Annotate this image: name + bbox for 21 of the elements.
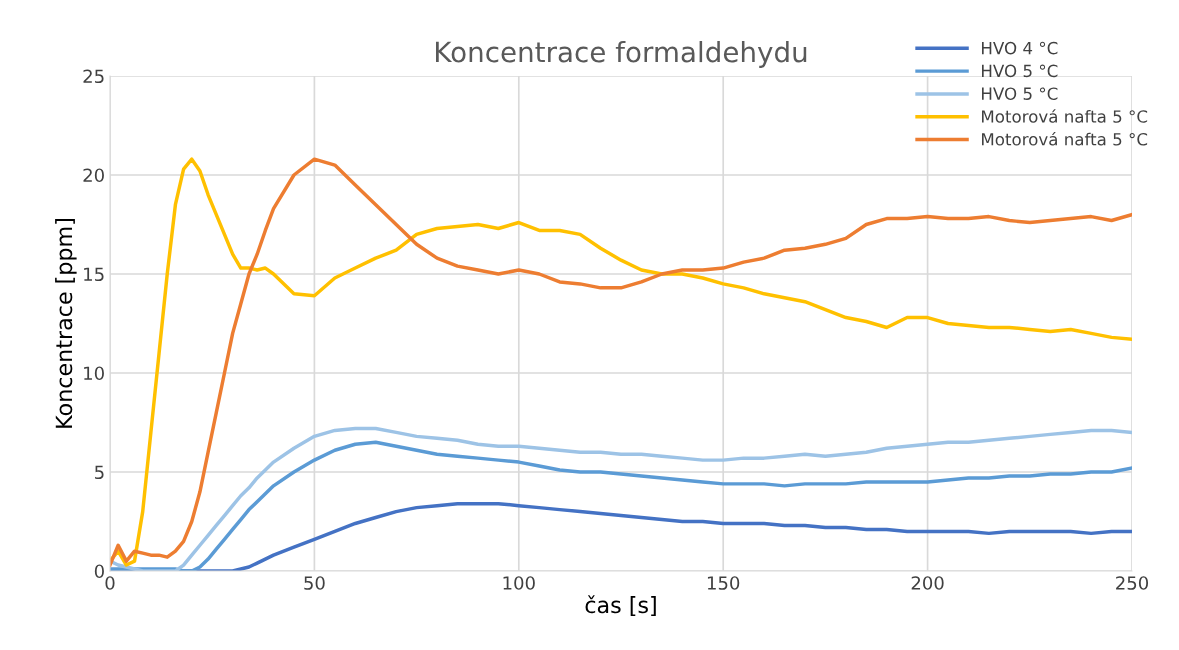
- line-series: [110, 157, 1132, 567]
- x-tick-label: 250: [1116, 576, 1149, 590]
- legend-label: HVO 5 °C: [982, 64, 1058, 78]
- legend-label: HVO 5 °C: [982, 87, 1058, 100]
- x-tick-label: 100: [503, 576, 535, 590]
- chart-title: Koncentrace formaldehydu: [436, 41, 807, 68]
- y-tick-label: 25: [83, 69, 104, 84]
- legend-label: Motorová nafta 5 °C: [982, 109, 1148, 123]
- x-tick-label: 0: [105, 576, 115, 590]
- x-tick-label: 200: [911, 576, 944, 590]
- y-tick-label: 10: [84, 366, 104, 381]
- y-tick-label: 20: [83, 168, 104, 183]
- y-tick-label: 0: [94, 564, 104, 579]
- y-axis-title: Koncentrace [ppm]: [55, 219, 77, 428]
- legend-label: HVO 4 °C: [982, 41, 1058, 55]
- legend-label: Motorová nafta 5 °C: [982, 132, 1148, 146]
- x-tick-label: 50: [304, 576, 325, 590]
- x-tick-label: 150: [707, 576, 740, 590]
- y-tick-label: 5: [95, 465, 104, 480]
- y-tick-label: 15: [84, 267, 104, 282]
- x-axis-title: čas [s]: [585, 595, 656, 616]
